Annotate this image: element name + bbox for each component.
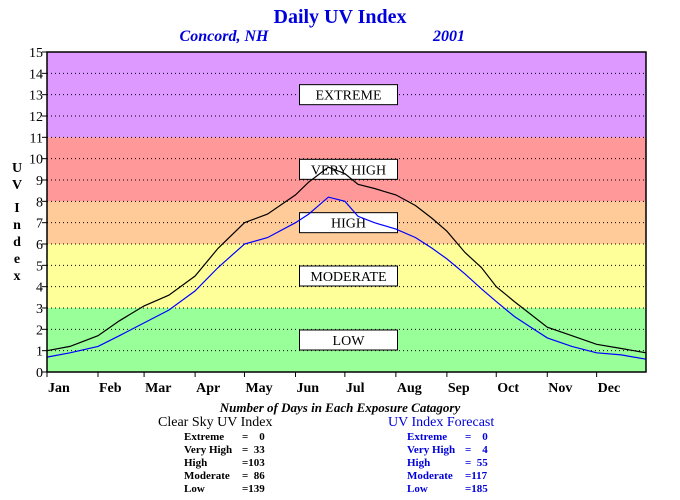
band-label-moderate: MODERATE bbox=[299, 265, 398, 287]
stats-row: High =103 bbox=[184, 457, 282, 470]
x-tick-label: Jul bbox=[346, 381, 365, 396]
stats-row-value: = 86 bbox=[242, 470, 265, 482]
stats-row: Moderate =117 bbox=[407, 470, 505, 483]
stats-row-label: Extreme bbox=[407, 431, 448, 443]
stats-row-label: Extreme bbox=[184, 431, 225, 443]
y-tick-label: 9 bbox=[36, 174, 43, 189]
stats-heading: Number of Days in Each Exposure Catagory bbox=[219, 400, 461, 415]
x-axis-ticks: Jan Feb Mar Apr May Jun Jul Aug Sep Oct Nov Dec bbox=[46, 372, 621, 396]
stats-row: Low =185 bbox=[407, 483, 505, 496]
stats-row-label: High bbox=[184, 457, 208, 469]
forecast-stats-title: UV Index Forecast bbox=[388, 415, 495, 430]
stats-row: Extreme = 0 bbox=[184, 431, 282, 444]
x-tick-label: Jun bbox=[296, 381, 319, 396]
svg-text:MODERATE: MODERATE bbox=[310, 270, 386, 285]
stats-row-label: Low bbox=[184, 483, 205, 495]
clear-sky-stats: Clear Sky UV Index Extreme = 0 Very High = … bbox=[158, 415, 282, 496]
stats-row: Moderate = 86 bbox=[184, 470, 282, 483]
svg-text:HIGH: HIGH bbox=[331, 217, 366, 232]
stats-row-value: =139 bbox=[242, 483, 265, 495]
y-tick-label: 5 bbox=[36, 259, 43, 274]
x-tick-label: Dec bbox=[598, 381, 621, 396]
stats-row-label: Moderate bbox=[184, 470, 230, 482]
stats-row-value: = 55 bbox=[465, 457, 488, 469]
stats-row-value: =185 bbox=[465, 483, 488, 495]
y-tick-label: 6 bbox=[36, 238, 43, 253]
stats-row: Very High = 33 bbox=[184, 444, 282, 457]
y-axis-label-letter: V bbox=[12, 178, 22, 193]
forecast-stats: UV Index Forecast Extreme = 0 Very High = 4… bbox=[388, 415, 505, 496]
y-tick-label: 4 bbox=[36, 281, 43, 296]
chart-subtitle-location: Concord, NH bbox=[180, 28, 269, 45]
uv-index-chart: Daily UV Index Concord, NH 2001 LOW MODER… bbox=[12, 6, 647, 396]
y-tick-label: 7 bbox=[36, 217, 43, 232]
x-tick-label: Mar bbox=[145, 381, 171, 396]
stats-row-label: Moderate bbox=[407, 470, 453, 482]
series-lines bbox=[46, 166, 647, 360]
stats-row-label: High bbox=[407, 457, 431, 469]
stats-row-label: Very High bbox=[184, 444, 233, 456]
y-axis-label-letter: I bbox=[14, 201, 19, 216]
clear-sky-stats-rows: Extreme = 0 Very High = 33 High =103 Moderate =… bbox=[184, 431, 282, 496]
series-line-clear-sky bbox=[46, 166, 647, 354]
stats-row-value: =103 bbox=[242, 457, 265, 469]
y-tick-label: 8 bbox=[36, 195, 43, 210]
chart-subtitle-year: 2001 bbox=[432, 28, 465, 45]
y-tick-label: 12 bbox=[29, 110, 43, 125]
stats-row-value: = 0 bbox=[465, 431, 488, 443]
stats-row-label: Very High bbox=[407, 444, 456, 456]
clear-sky-stats-title: Clear Sky UV Index bbox=[158, 415, 273, 430]
x-tick-label: May bbox=[245, 381, 272, 396]
y-tick-label: 0 bbox=[36, 366, 43, 381]
band-label-low: LOW bbox=[299, 329, 398, 351]
y-tick-label: 3 bbox=[36, 302, 43, 317]
y-axis-label-letter: n bbox=[13, 218, 21, 233]
y-tick-label: 14 bbox=[29, 67, 43, 82]
stats-row: Low =139 bbox=[184, 483, 282, 496]
y-tick-label: 10 bbox=[29, 153, 43, 168]
stats-row: Extreme = 0 bbox=[407, 431, 505, 444]
x-tick-label: Aug bbox=[397, 381, 422, 396]
y-tick-label: 15 bbox=[29, 46, 43, 61]
x-tick-label: Sep bbox=[448, 381, 470, 396]
stats-row-value: =117 bbox=[465, 470, 488, 482]
y-axis-label-letter: U bbox=[12, 161, 22, 176]
svg-text:EXTREME: EXTREME bbox=[315, 89, 381, 104]
x-tick-label: Apr bbox=[196, 381, 220, 396]
stats-row: Very High = 4 bbox=[407, 444, 505, 457]
chart-title: Daily UV Index bbox=[274, 6, 407, 28]
series-line-forecast bbox=[46, 196, 647, 360]
y-axis-label-letter: x bbox=[14, 269, 21, 284]
x-tick-label: Oct bbox=[497, 381, 519, 396]
stats-row-label: Low bbox=[407, 483, 428, 495]
stats-row-value: = 0 bbox=[242, 431, 265, 443]
svg-text:LOW: LOW bbox=[333, 334, 366, 349]
y-axis-label-letter: e bbox=[14, 252, 20, 267]
band-label-extreme: EXTREME bbox=[299, 84, 398, 106]
stats-row: High = 55 bbox=[407, 457, 505, 470]
band-label-high: HIGH bbox=[299, 212, 398, 234]
y-tick-label: 13 bbox=[29, 89, 43, 104]
y-axis-label-letter: d bbox=[13, 235, 21, 250]
stats-row-value: = 33 bbox=[242, 444, 265, 456]
forecast-stats-rows: Extreme = 0 Very High = 4 High = 55 Moderate =1… bbox=[407, 431, 505, 496]
x-tick-label: Feb bbox=[99, 381, 122, 396]
y-tick-label: 2 bbox=[36, 323, 43, 338]
x-tick-label: Nov bbox=[548, 381, 572, 396]
stats-row-value: = 4 bbox=[465, 444, 488, 456]
x-tick-label: Jan bbox=[48, 381, 70, 396]
plot-frame bbox=[46, 51, 647, 373]
y-tick-label: 1 bbox=[36, 345, 43, 360]
y-tick-label: 11 bbox=[30, 131, 43, 146]
